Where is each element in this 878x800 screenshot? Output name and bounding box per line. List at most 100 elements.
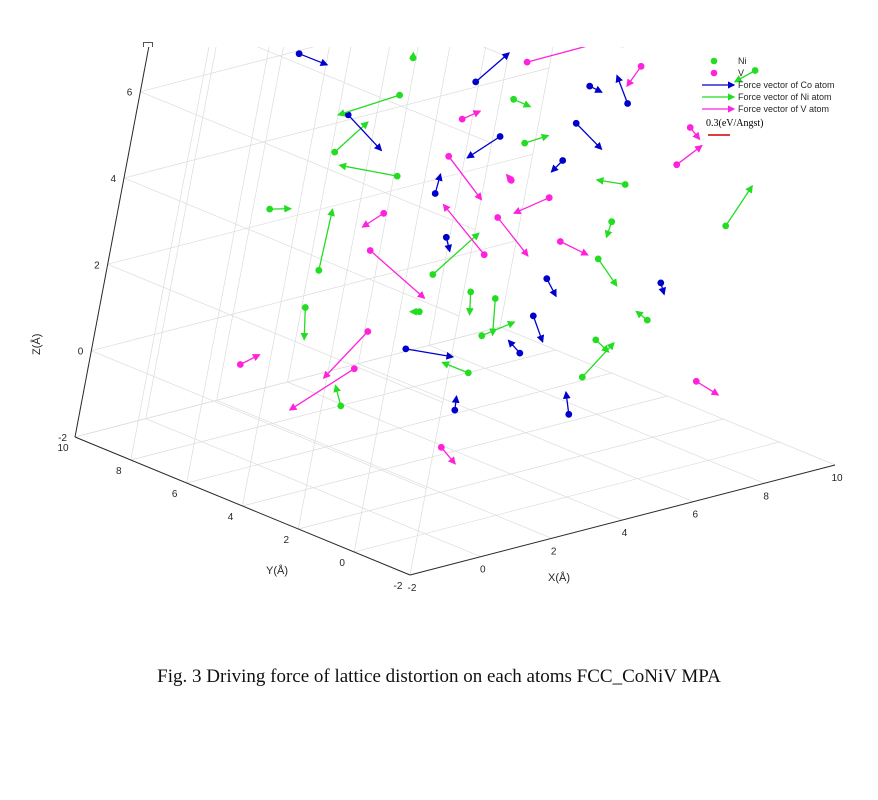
atom-marker-ni	[594, 255, 602, 263]
atom-ni	[300, 304, 309, 341]
atom-v	[692, 377, 720, 396]
atom-marker-co	[657, 279, 665, 287]
force-vector-ni	[269, 204, 292, 213]
atom-ni	[510, 95, 532, 108]
atom-ni	[331, 121, 369, 156]
atom-ni	[466, 288, 475, 316]
x-axis-line	[409, 464, 836, 576]
atom-v	[322, 328, 372, 380]
atom-v	[458, 110, 482, 123]
force-vector-v	[440, 446, 456, 465]
grid-line-back-z	[123, 67, 550, 179]
atom-marker-ni	[722, 222, 730, 230]
grid-line-wall-y	[353, 47, 451, 553]
y-tick-label: 4	[228, 512, 234, 523]
atom-ni	[266, 204, 292, 213]
atom-marker-v	[350, 365, 358, 373]
atom-marker-v	[692, 377, 700, 385]
atom-v	[437, 443, 456, 465]
force-vector-ni	[333, 384, 342, 407]
y-tick-label: 6	[172, 489, 178, 500]
x-tick-label: 6	[693, 510, 699, 521]
atom-co	[550, 157, 567, 173]
grid-line-back-x	[499, 47, 554, 328]
force-vector-v	[240, 354, 261, 366]
atom-marker-ni	[415, 308, 423, 316]
atom-ni	[315, 208, 335, 274]
atom-marker-co	[344, 111, 352, 119]
force-vector-co	[298, 53, 329, 67]
atom-v	[686, 124, 701, 141]
grid-line-back-z	[140, 47, 315, 93]
atom-v	[236, 354, 261, 368]
force-vector-ni	[481, 321, 516, 337]
z-tick-label: 6	[127, 88, 133, 99]
force-vector-ni	[595, 177, 626, 186]
atom-marker-v	[637, 62, 645, 70]
atom-marker-ni	[578, 373, 586, 381]
atom-marker-v	[673, 161, 681, 169]
atom-marker-co	[529, 312, 537, 320]
force-vector-v	[288, 368, 355, 411]
y-tick-label: 2	[284, 535, 290, 546]
atom-marker-co	[624, 100, 631, 107]
atom-ni	[441, 361, 472, 377]
force-vector-v	[560, 240, 589, 256]
force-vector-v	[369, 250, 426, 299]
legend-marker-ni	[710, 57, 718, 65]
force-vector-v	[626, 65, 642, 88]
grid-line-floor-x	[499, 326, 836, 466]
atom-marker-v	[437, 443, 445, 451]
atom-ni	[333, 384, 345, 410]
atom-co	[344, 111, 383, 152]
atom-marker-v	[366, 247, 374, 254]
atom-v	[442, 203, 488, 259]
force-vector-co	[615, 74, 629, 104]
atom-marker-ni	[337, 402, 345, 410]
grid-line-wall-y	[186, 47, 270, 484]
z-axis-label: Z(Å)	[30, 334, 43, 355]
atom-ni	[409, 51, 417, 62]
z-tick-label: 0	[78, 347, 84, 358]
atom-marker-co	[586, 82, 594, 90]
atom-ni	[594, 255, 618, 287]
atom-v	[626, 62, 645, 88]
atom-marker-ni	[751, 67, 759, 74]
atom-layer	[236, 47, 759, 465]
atom-co	[507, 339, 524, 357]
atom-marker-ni	[396, 91, 403, 99]
atom-marker-v	[458, 115, 466, 123]
legend-label-v: V	[738, 68, 744, 78]
force-vector-v	[512, 197, 550, 215]
force-vector-ni	[441, 361, 469, 374]
force-vector-v	[322, 331, 369, 380]
force-vector-v	[497, 217, 529, 257]
atom-marker-v	[445, 152, 453, 160]
force-vector-ni	[489, 298, 497, 337]
atom-v	[556, 238, 589, 256]
y-axis-line	[74, 436, 411, 576]
atom-marker-ni	[643, 316, 651, 324]
atom-marker-v	[686, 124, 694, 131]
atom-marker-co	[431, 190, 439, 197]
x-tick-label: -2	[408, 583, 417, 594]
force-vector-v	[442, 203, 485, 256]
atom-marker-v	[380, 209, 388, 217]
atom-marker-co	[516, 349, 524, 357]
atom-marker-ni	[409, 54, 417, 62]
z-tick-label: 2	[94, 260, 100, 271]
force-vector-co	[347, 114, 383, 152]
atom-marker-v	[364, 328, 372, 335]
y-tick-label: -2	[394, 581, 403, 592]
atom-marker-ni	[429, 271, 437, 278]
atom-co	[543, 275, 557, 298]
atom-marker-v	[545, 194, 553, 202]
atom-co	[402, 345, 455, 360]
atom-ni	[722, 184, 753, 230]
z-tick-label: 4	[110, 174, 116, 185]
atom-marker-co	[543, 275, 551, 283]
legend-label-ni-force: Force vector of Ni atom	[738, 92, 832, 102]
atom-marker-co	[402, 345, 410, 353]
figure-caption: Fig. 3 Driving force of lattice distorti…	[157, 666, 721, 687]
atom-marker-co	[496, 133, 504, 140]
